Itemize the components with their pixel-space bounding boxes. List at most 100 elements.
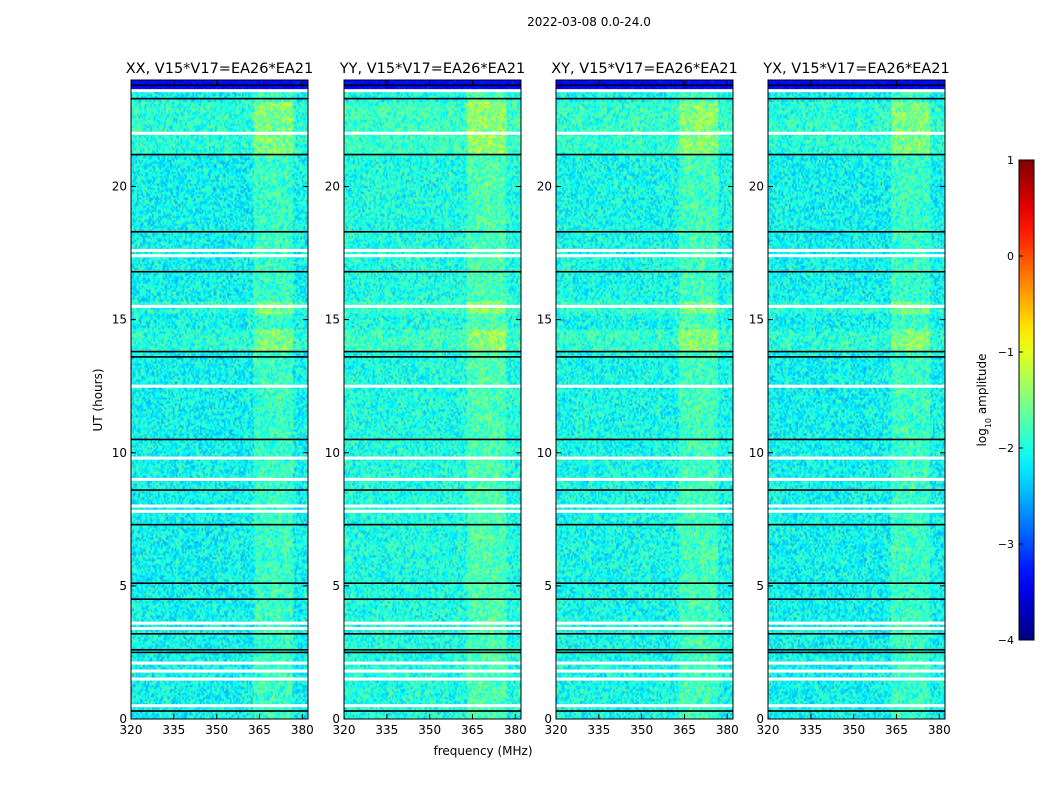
x-tick-label: 380: [928, 723, 951, 737]
dark-row: [768, 84, 945, 87]
spectrogram-image: [131, 80, 308, 719]
flagged-row: [556, 477, 733, 481]
flagged-row: [131, 621, 308, 625]
dark-row: [556, 489, 733, 491]
x-tick-label: 380: [504, 723, 527, 737]
flagged-row: [344, 704, 521, 708]
dark-row: [556, 598, 733, 600]
y-tick-label: 5: [544, 579, 552, 593]
y-tick-label: 20: [537, 180, 552, 194]
dark-row: [556, 356, 733, 358]
dark-row: [768, 230, 945, 233]
flagged-row: [768, 304, 945, 308]
dark-row: [131, 438, 308, 441]
panel-frame: [343, 79, 522, 720]
panel-title: XY, V15*V17=EA26*EA21: [551, 61, 737, 77]
flagged-row: [556, 504, 733, 508]
dark-row: [556, 230, 733, 233]
flagged-row: [344, 661, 521, 665]
x-tick-label: 350: [418, 723, 441, 737]
dark-row: [131, 153, 308, 156]
flagged-row: [768, 456, 945, 460]
flagged-row: [344, 254, 521, 258]
flagged-row: [556, 131, 733, 135]
flagged-row: [131, 304, 308, 308]
x-axis-label: frequency (MHz): [433, 744, 532, 758]
dark-row: [131, 356, 308, 358]
spectrogram-image: [768, 80, 945, 719]
dark-row: [768, 710, 945, 712]
dark-row: [344, 582, 521, 585]
dark-row: [556, 350, 733, 353]
flagged-row: [344, 384, 521, 388]
flagged-row: [768, 669, 945, 673]
colorbar: −4 −3 −2 −1 0 1 log10 amplitude: [975, 154, 1035, 647]
flagged-row: [556, 509, 733, 513]
dark-row: [131, 489, 308, 491]
dark-row: [556, 710, 733, 712]
x-tick-label: 320: [757, 723, 780, 737]
y-tick-label: 10: [112, 446, 127, 460]
dark-row: [556, 153, 733, 156]
colorbar-label: log10 amplitude: [975, 354, 993, 447]
flagged-row: [344, 304, 521, 308]
panel-1: XX, V15*V17=EA26*EA21 320 335 350 365 380 0 5 10…: [112, 61, 314, 737]
flagged-row: [131, 131, 308, 135]
x-tick-label: 365: [248, 723, 271, 737]
flagged-row: [768, 677, 945, 681]
dark-row: [131, 270, 308, 273]
flagged-row: [768, 626, 945, 630]
flagged-row: [556, 254, 733, 258]
y-tick-label: 5: [119, 579, 127, 593]
dark-row: [768, 633, 945, 635]
panel-frame: [767, 79, 946, 720]
flagged-row: [131, 661, 308, 665]
flagged-row: [131, 704, 308, 708]
flagged-row: [768, 254, 945, 258]
flagged-row: [131, 677, 308, 681]
dark-row: [131, 230, 308, 233]
figure-title: 2022-03-08 0.0-24.0: [527, 15, 651, 29]
flagged-row: [768, 661, 945, 665]
x-tick-label: 335: [162, 723, 185, 737]
flagged-row: [768, 131, 945, 135]
y-tick-label: 15: [537, 313, 552, 327]
dark-row: [556, 438, 733, 441]
flagged-row: [344, 248, 521, 252]
y-tick-label: 0: [756, 712, 764, 726]
x-tick-label: 365: [461, 723, 484, 737]
flagged-row: [131, 384, 308, 388]
flagged-row: [556, 248, 733, 252]
x-tick-label: 350: [842, 723, 865, 737]
y-axis-label: UT (hours): [91, 368, 105, 431]
dark-row: [344, 710, 521, 712]
dark-row: [768, 438, 945, 441]
y-tick-label: 15: [325, 313, 340, 327]
flagged-row: [131, 504, 308, 508]
dark-row: [768, 270, 945, 273]
panel-2: YY, V15*V17=EA26*EA21 320 335 350 365 380 0 5 10…: [325, 61, 527, 737]
flagged-row: [131, 669, 308, 673]
flagged-row: [556, 384, 733, 388]
spectrogram-image: [344, 80, 521, 719]
flagged-row: [768, 621, 945, 625]
panel-3: XY, V15*V17=EA26*EA21 320 335 350 365 380 0 5 10…: [537, 61, 739, 737]
dark-row: [768, 97, 945, 100]
flagged-row: [768, 509, 945, 513]
colorbar-tick-label: 0: [1007, 250, 1014, 263]
x-tick-label: 320: [333, 723, 356, 737]
flagged-row: [556, 621, 733, 625]
dark-row: [344, 438, 521, 441]
panel-title: YY, V15*V17=EA26*EA21: [339, 61, 525, 77]
y-tick-label: 5: [332, 579, 340, 593]
x-tick-label: 350: [630, 723, 653, 737]
dark-row: [556, 270, 733, 273]
dark-row: [556, 582, 733, 585]
flagged-row: [344, 456, 521, 460]
dark-row: [344, 97, 521, 100]
y-tick-label: 0: [544, 712, 552, 726]
flagged-row: [768, 248, 945, 252]
panel-frame: [130, 79, 309, 720]
flagged-row: [344, 504, 521, 508]
dark-row: [131, 710, 308, 712]
